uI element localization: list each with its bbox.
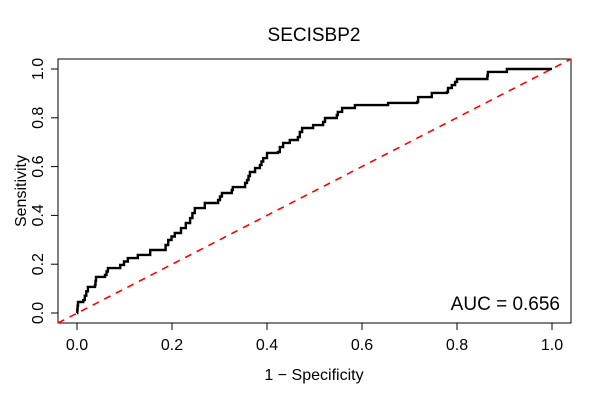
x-tick-label: 0.4 [256, 337, 278, 354]
x-axis-label: 1 − Specificity [264, 367, 363, 384]
x-tick-label: 0.8 [446, 337, 468, 354]
x-tick-label: 1.0 [541, 337, 563, 354]
y-tick-label: 0.8 [30, 107, 47, 129]
chart-title: SECISBP2 [268, 25, 361, 46]
x-tick-label: 0.0 [66, 337, 88, 354]
x-tick-label: 0.2 [161, 337, 183, 354]
auc-annotation: AUC = 0.656 [451, 294, 560, 315]
y-axis: 0.0 0.2 0.4 0.6 0.8 1.0 [30, 58, 58, 324]
y-tick-label: 0.2 [30, 253, 47, 275]
chance-diagonal-line [57, 58, 572, 324]
y-tick-label: 1.0 [30, 58, 47, 80]
roc-curve [76, 67, 552, 315]
y-tick-label: 0.6 [30, 155, 47, 177]
plot-box [57, 58, 572, 324]
y-tick-label: 0.0 [30, 302, 47, 324]
y-axis-label: Sensitivity [13, 155, 30, 227]
y-tick-label: 0.4 [30, 204, 47, 226]
x-axis: 0.0 0.2 0.4 0.6 0.8 1.0 [66, 323, 563, 354]
x-tick-label: 0.6 [351, 337, 373, 354]
